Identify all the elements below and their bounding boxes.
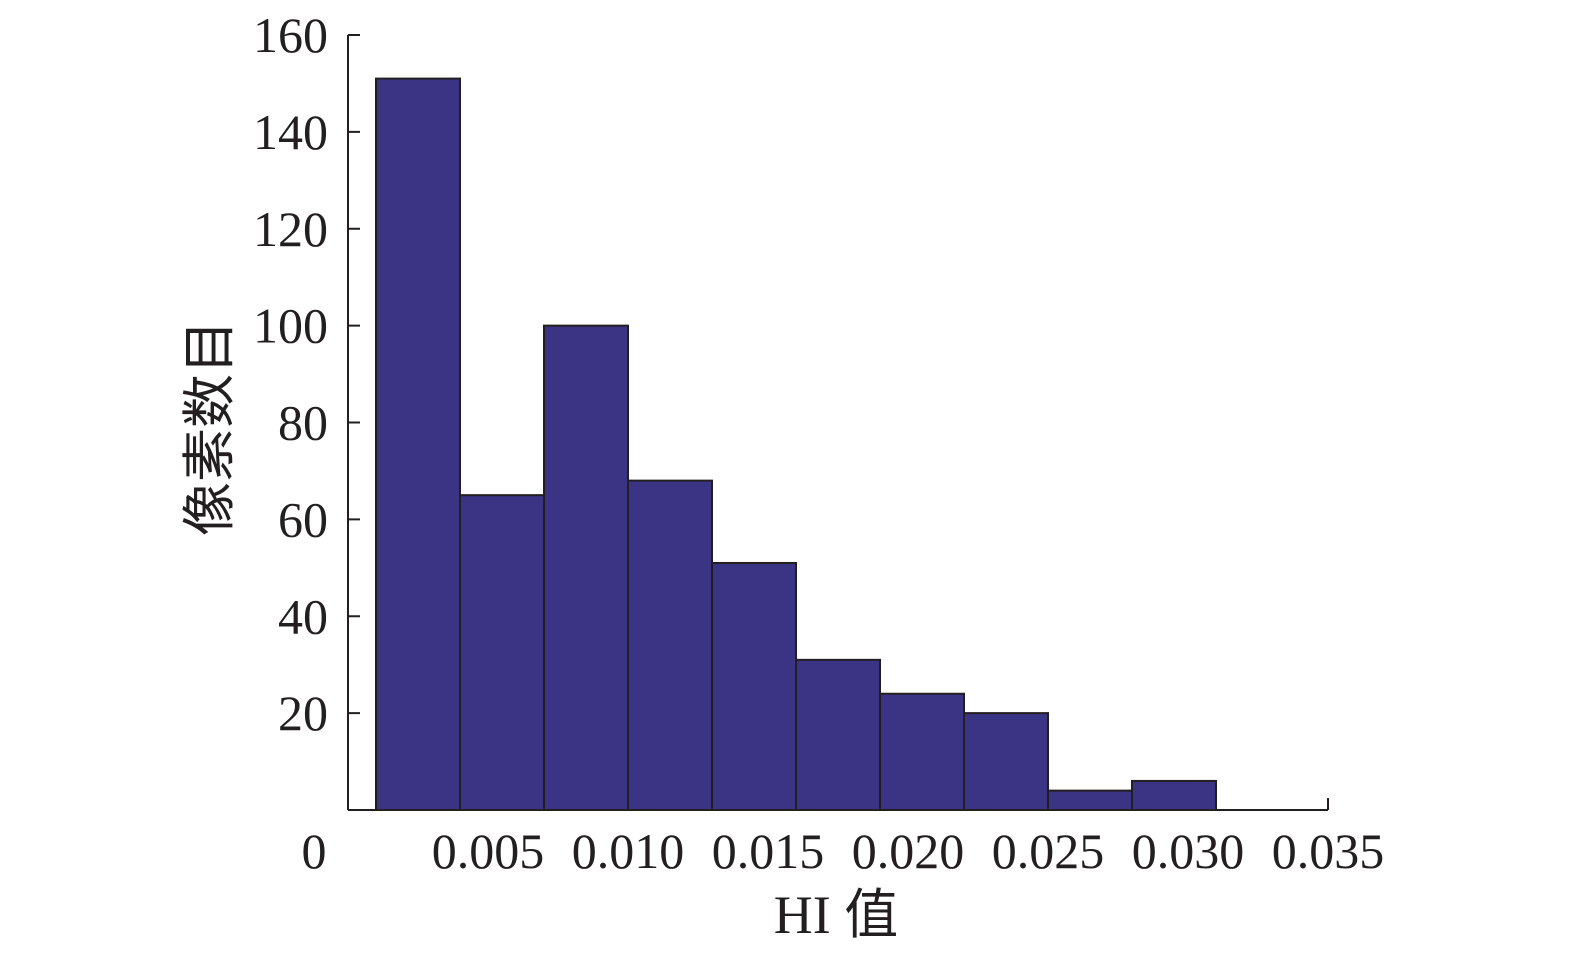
x-tick-label: 0.030 xyxy=(1132,823,1245,879)
y-tick-label: 40 xyxy=(278,588,328,644)
histogram-bar xyxy=(795,658,881,811)
y-tick-label: 20 xyxy=(278,685,328,741)
histogram-bar xyxy=(711,561,797,811)
histogram-bar xyxy=(963,712,1049,811)
x-tick-label: 0.015 xyxy=(712,823,825,879)
histogram-bar xyxy=(375,77,461,811)
y-tick-label: 100 xyxy=(253,298,328,354)
x-tick-label: 0.005 xyxy=(432,823,545,879)
y-tick-label: 80 xyxy=(278,395,328,451)
y-tick-label: 140 xyxy=(253,104,328,160)
histogram-bar xyxy=(1131,779,1217,811)
x-tick-label: 0.025 xyxy=(992,823,1105,879)
x-tick-label: 0.020 xyxy=(852,823,965,879)
x-ticks-group: 0.005 0.010 0.015 0.020 0.025 0.030 0.035 xyxy=(432,798,1385,879)
origin-label: 0 xyxy=(302,823,327,879)
histogram-bar xyxy=(459,494,545,811)
histogram-bar xyxy=(543,324,629,811)
y-tick-label: 60 xyxy=(278,491,328,547)
y-ticks-group: 20 40 60 80 100 120 140 160 xyxy=(253,7,360,741)
histogram-bar xyxy=(879,692,965,811)
y-axis-label: 像素数目 xyxy=(180,320,240,536)
x-tick-label: 0.010 xyxy=(572,823,685,879)
y-tick-label: 160 xyxy=(253,7,328,63)
x-axis-label: HI 值 xyxy=(774,885,898,945)
y-tick-label: 120 xyxy=(253,201,328,257)
x-tick-label: 0.035 xyxy=(1272,823,1385,879)
histogram-bar xyxy=(627,479,713,811)
bars-group xyxy=(375,77,1217,811)
histogram-bar xyxy=(1047,789,1133,811)
